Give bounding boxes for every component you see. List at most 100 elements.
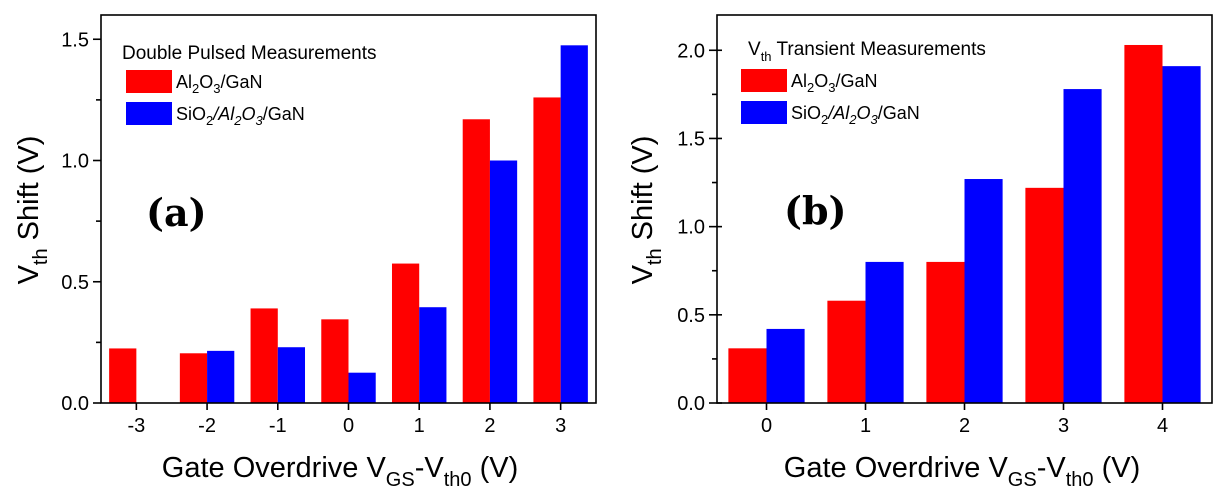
bar-series2-1 <box>865 261 904 403</box>
y-tick-label: 1.0 <box>61 151 89 173</box>
chart-title: Double Pulsed Measurements <box>122 43 377 64</box>
legend-text-part: Al <box>791 71 807 91</box>
bar-series1--2 <box>179 353 208 403</box>
x-tick-label: -3 <box>127 415 145 437</box>
y-axis-title: Vth Shift (V) <box>13 136 52 285</box>
panel-label: (b) <box>784 188 847 233</box>
legend-text-part: O <box>857 103 871 123</box>
bar-series1-0 <box>728 348 767 403</box>
y-axis-title-part-1: th <box>644 248 666 265</box>
y-tick-label: 1.5 <box>61 29 89 51</box>
y-axis-title: Vth Shift (V) <box>627 136 666 285</box>
legend-text-part: 2 <box>848 112 857 127</box>
x-axis-title-part-4: (V) <box>1094 452 1141 484</box>
bar-series1-3 <box>533 97 561 403</box>
legend-text-part: SiO <box>176 104 206 124</box>
x-axis-title-part-1: GS <box>1008 469 1037 491</box>
bar-series2-3 <box>1063 89 1102 403</box>
bar-series2-3 <box>560 45 588 403</box>
x-axis-title-part-0: Gate Overdrive V <box>162 452 387 484</box>
legend-text-part: 3 <box>256 113 264 128</box>
bar-series1--1 <box>250 308 278 403</box>
legend-text-part: 2 <box>206 113 213 128</box>
legend-text-part: 3 <box>828 80 835 95</box>
bar-series1-2 <box>926 261 965 403</box>
y-axis-title-part-0: V <box>13 264 45 284</box>
legend-text-part: 2 <box>821 112 828 127</box>
legend-entry-series1: Al2O3/GaN <box>176 72 263 96</box>
bar-series1-0 <box>321 319 349 403</box>
legend-text-part: O <box>242 104 256 124</box>
legend-text-part: 2 <box>807 80 814 95</box>
x-tick-label: 0 <box>343 415 354 437</box>
legend-text-part: /Al <box>211 104 235 124</box>
x-axis-title-part-3: th0 <box>1066 469 1094 491</box>
bar-series2-0 <box>348 372 376 403</box>
bar-series2-1 <box>419 307 447 403</box>
x-tick-label: 1 <box>860 415 871 437</box>
legend-text-part: 2 <box>233 113 242 128</box>
legend-text-part: Al <box>176 72 192 92</box>
y-tick-label: 1.0 <box>677 217 705 239</box>
legend-text-part: /Al <box>826 103 850 123</box>
legend-text-part: /GaN <box>836 71 878 91</box>
x-axis-title-part-2: -V <box>415 452 445 484</box>
y-axis-title-part-0: V <box>627 264 659 284</box>
x-tick-label: 2 <box>484 415 495 437</box>
bar-series2-4 <box>1162 66 1201 404</box>
bar-series1-2 <box>462 119 490 404</box>
chart-title-part-2: Transient Measurements <box>772 39 986 60</box>
y-tick-label: 0.0 <box>677 393 705 415</box>
y-tick-label: 0.0 <box>61 393 89 415</box>
bar-series2-2 <box>489 160 518 403</box>
legend-text-part: /GaN <box>878 103 920 123</box>
x-tick-label: 0 <box>761 415 772 437</box>
x-tick-label: -2 <box>198 415 216 437</box>
legend-swatch-series2 <box>741 101 787 124</box>
legend-text-part: 3 <box>213 81 220 96</box>
legend-swatch-series2 <box>126 102 172 125</box>
legend-swatch-series1 <box>126 70 172 93</box>
bar-series2--1 <box>277 347 306 403</box>
bar-series2-0 <box>766 328 805 403</box>
x-tick-label: 3 <box>555 415 566 437</box>
x-axis-title: Gate Overdrive VGS-Vth0 (V) <box>162 452 518 491</box>
x-tick-label: 1 <box>414 415 425 437</box>
legend-entry-series2: SiO2/Al2O3/GaN <box>791 103 920 127</box>
x-tick-label: 3 <box>1058 415 1069 437</box>
bar-series2--2 <box>207 350 235 403</box>
x-axis-title: Gate Overdrive VGS-Vth0 (V) <box>784 452 1140 491</box>
y-tick-label: 0.5 <box>61 272 89 294</box>
x-axis-title-part-3: th0 <box>444 469 472 491</box>
legend-text-part: O <box>199 72 213 92</box>
x-axis-title-part-2: -V <box>1037 452 1067 484</box>
bar-series2-2 <box>964 179 1003 403</box>
legend-text-part: SiO <box>791 103 821 123</box>
y-axis-title-part-2: Shift (V) <box>13 136 45 249</box>
chart-title-part-1: th <box>761 49 772 64</box>
x-axis-title-part-1: GS <box>386 469 415 491</box>
legend-entry-series2: SiO2/Al2O3/GaN <box>176 104 305 128</box>
bar-series1-4 <box>1124 44 1163 404</box>
legend-swatch-series1 <box>741 69 787 92</box>
y-tick-label: 0.5 <box>677 305 705 327</box>
legend-text-part: O <box>814 71 828 91</box>
bar-series1--3 <box>109 348 137 403</box>
legend-text-part: 2 <box>192 81 199 96</box>
legend-entry-series1: Al2O3/GaN <box>791 71 878 95</box>
panel-label: (a) <box>146 190 207 235</box>
chart-title-part-0: V <box>748 39 761 60</box>
x-tick-label: -1 <box>269 415 287 437</box>
x-tick-label: 2 <box>959 415 970 437</box>
y-axis-title-part-2: Shift (V) <box>627 136 659 249</box>
x-tick-label: 4 <box>1157 415 1168 437</box>
bar-series1-1 <box>391 263 420 403</box>
legend-text-part: /GaN <box>221 72 263 92</box>
y-axis-title-part-1: th <box>30 248 52 265</box>
bar-series1-1 <box>827 300 866 403</box>
y-tick-label: 1.5 <box>677 128 705 150</box>
x-axis-title-part-0: Gate Overdrive V <box>784 452 1009 484</box>
